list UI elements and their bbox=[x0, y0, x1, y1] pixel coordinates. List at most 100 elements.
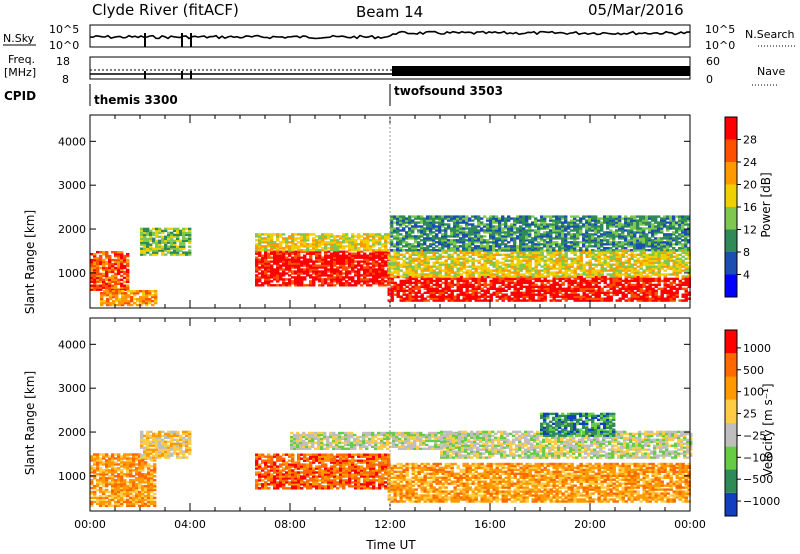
range-cell bbox=[188, 249, 192, 252]
range-cell bbox=[513, 281, 517, 285]
range-cell bbox=[441, 217, 445, 220]
range-cell bbox=[483, 231, 487, 234]
range-cell bbox=[339, 235, 343, 238]
range-cell bbox=[372, 252, 376, 255]
range-cell bbox=[152, 253, 156, 256]
range-cell bbox=[552, 277, 556, 281]
range-cell bbox=[408, 261, 412, 264]
range-cell bbox=[558, 229, 562, 232]
range-cell bbox=[432, 243, 436, 246]
range-cell bbox=[378, 272, 382, 275]
range-cell bbox=[642, 295, 646, 298]
range-cell bbox=[456, 241, 460, 244]
range-cell bbox=[114, 286, 118, 289]
range-cell bbox=[279, 252, 283, 255]
range-cell bbox=[549, 225, 553, 228]
range-cell bbox=[402, 237, 406, 240]
range-cell bbox=[468, 245, 472, 248]
range-cell bbox=[483, 265, 487, 268]
range-cell bbox=[642, 289, 646, 292]
range-cell bbox=[459, 239, 463, 242]
range-cell bbox=[573, 229, 577, 232]
range-cell bbox=[432, 297, 436, 300]
range-cell bbox=[297, 264, 301, 267]
range-cell bbox=[678, 271, 682, 274]
range-cell bbox=[672, 265, 676, 268]
range-cell bbox=[546, 215, 550, 218]
range-cell bbox=[288, 237, 292, 240]
range-cell bbox=[618, 297, 622, 300]
range-cell bbox=[420, 281, 424, 285]
range-cell bbox=[597, 275, 601, 278]
range-cell bbox=[399, 215, 403, 218]
range-cell bbox=[381, 272, 385, 275]
range-cell bbox=[273, 247, 277, 250]
range-cell bbox=[345, 245, 349, 248]
range-cell bbox=[306, 258, 310, 261]
range-cell bbox=[504, 257, 508, 260]
range-cell bbox=[360, 239, 364, 242]
range-cell bbox=[372, 254, 376, 257]
range-cell bbox=[136, 303, 140, 307]
range-cell bbox=[164, 247, 168, 250]
range-cell bbox=[417, 235, 421, 238]
range-cell bbox=[582, 277, 586, 281]
range-cell bbox=[123, 254, 127, 258]
range-cell bbox=[477, 299, 481, 302]
range-cell bbox=[591, 233, 595, 236]
range-cell bbox=[561, 259, 565, 262]
range-cell bbox=[543, 255, 547, 258]
range-cell bbox=[399, 253, 403, 256]
range-cell bbox=[351, 247, 355, 250]
range-cell bbox=[402, 263, 406, 266]
range-cell bbox=[498, 267, 502, 270]
range-cell bbox=[312, 284, 316, 287]
range-cell bbox=[534, 245, 538, 248]
range-cell bbox=[105, 262, 109, 266]
range-cell bbox=[420, 299, 424, 302]
range-cell bbox=[297, 250, 301, 253]
range-cell bbox=[282, 260, 286, 263]
range-cell bbox=[474, 265, 478, 268]
range-cell bbox=[657, 221, 661, 224]
range-cell bbox=[531, 291, 535, 294]
range-cell bbox=[504, 267, 508, 270]
range-cell bbox=[594, 295, 598, 298]
range-cell bbox=[348, 272, 352, 275]
range-cell bbox=[582, 279, 586, 283]
range-cell bbox=[660, 245, 664, 248]
range-cell bbox=[519, 263, 523, 266]
range-cell bbox=[405, 217, 409, 220]
range-cell bbox=[99, 276, 103, 279]
range-cell bbox=[378, 233, 382, 236]
range-cell bbox=[140, 237, 144, 240]
range-cell bbox=[390, 239, 394, 242]
range-cell bbox=[609, 277, 613, 281]
range-cell bbox=[396, 223, 400, 226]
range-cell bbox=[459, 221, 463, 224]
range-cell bbox=[564, 245, 568, 248]
range-cell bbox=[498, 235, 502, 238]
range-cell bbox=[417, 267, 421, 270]
range-cell bbox=[402, 289, 406, 292]
range-cell bbox=[510, 237, 514, 240]
range-cell bbox=[114, 254, 118, 258]
range-cell bbox=[534, 285, 538, 288]
range-cell bbox=[540, 223, 544, 226]
range-cell bbox=[420, 231, 424, 234]
range-cell bbox=[615, 293, 619, 296]
range-cell bbox=[663, 249, 667, 253]
range-cell bbox=[666, 283, 670, 287]
range-cell bbox=[555, 215, 559, 218]
range-cell bbox=[657, 261, 661, 264]
range-cell bbox=[140, 233, 144, 237]
range-cell bbox=[456, 245, 460, 248]
range-cell bbox=[447, 225, 451, 228]
range-cell bbox=[534, 271, 538, 274]
range-cell bbox=[516, 293, 520, 296]
nsearch-tick-top: 10^5 bbox=[705, 23, 735, 36]
range-cell bbox=[282, 264, 286, 267]
range-cell bbox=[471, 257, 475, 260]
range-cell bbox=[582, 291, 586, 294]
range-cell bbox=[309, 268, 313, 271]
